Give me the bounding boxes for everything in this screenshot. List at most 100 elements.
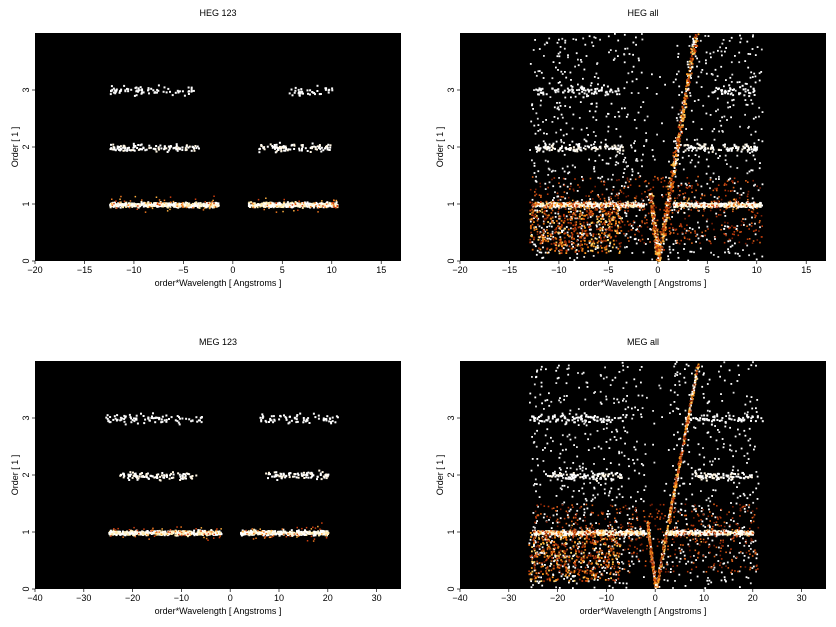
data-point bbox=[607, 234, 610, 237]
data-point bbox=[686, 95, 688, 97]
data-point bbox=[309, 147, 312, 149]
data-point bbox=[663, 215, 666, 218]
data-point bbox=[540, 92, 543, 94]
data-point bbox=[686, 147, 689, 150]
data-point bbox=[591, 242, 594, 245]
data-point bbox=[694, 55, 697, 58]
heatmap-points bbox=[109, 84, 339, 213]
data-point bbox=[746, 225, 748, 227]
data-point bbox=[628, 204, 631, 207]
data-point bbox=[677, 141, 680, 144]
data-point bbox=[697, 75, 700, 78]
data-point bbox=[312, 204, 314, 207]
data-point bbox=[130, 204, 133, 206]
data-point bbox=[538, 88, 541, 91]
data-point bbox=[537, 124, 540, 126]
data-point bbox=[692, 120, 695, 123]
data-point bbox=[142, 205, 145, 208]
data-point bbox=[736, 154, 739, 157]
data-point bbox=[538, 251, 541, 254]
data-point bbox=[665, 220, 668, 223]
data-point bbox=[550, 207, 553, 210]
data-point bbox=[293, 91, 296, 94]
data-point bbox=[561, 224, 563, 226]
data-point bbox=[572, 228, 574, 230]
data-point bbox=[578, 214, 581, 216]
data-point bbox=[659, 258, 662, 260]
data-point bbox=[696, 37, 698, 40]
data-point bbox=[678, 163, 681, 165]
data-point bbox=[720, 202, 723, 205]
data-point bbox=[560, 204, 563, 206]
data-point bbox=[599, 177, 602, 180]
data-point bbox=[674, 158, 677, 161]
data-point bbox=[578, 186, 581, 189]
data-point bbox=[534, 146, 537, 149]
data-point bbox=[607, 162, 610, 165]
data-point bbox=[626, 200, 629, 203]
data-point bbox=[603, 232, 606, 234]
data-point bbox=[737, 252, 739, 255]
data-point bbox=[685, 93, 688, 96]
data-point bbox=[165, 91, 168, 94]
data-point bbox=[300, 88, 303, 91]
data-point bbox=[540, 89, 542, 92]
data-point bbox=[608, 51, 610, 54]
data-point bbox=[658, 242, 660, 245]
data-point bbox=[740, 204, 743, 207]
data-point bbox=[584, 230, 587, 232]
data-point bbox=[711, 130, 714, 133]
data-point bbox=[595, 72, 598, 75]
data-point bbox=[130, 88, 133, 91]
data-point bbox=[210, 203, 213, 206]
data-point bbox=[263, 208, 265, 211]
data-point bbox=[135, 94, 138, 97]
data-point bbox=[292, 205, 295, 208]
data-point bbox=[701, 69, 704, 71]
data-point bbox=[688, 197, 690, 200]
data-point bbox=[587, 134, 589, 136]
data-point bbox=[679, 134, 682, 137]
data-point bbox=[545, 213, 547, 216]
data-point bbox=[591, 102, 593, 105]
data-point bbox=[742, 145, 745, 148]
data-point bbox=[168, 147, 171, 150]
data-point bbox=[531, 103, 534, 106]
data-point bbox=[576, 240, 578, 242]
data-point bbox=[557, 69, 559, 71]
data-point bbox=[627, 230, 630, 232]
data-point bbox=[735, 198, 737, 201]
data-point bbox=[716, 75, 719, 78]
data-point bbox=[562, 91, 565, 94]
data-point bbox=[608, 205, 611, 207]
data-point bbox=[678, 210, 680, 212]
data-point bbox=[675, 160, 677, 163]
data-point bbox=[659, 76, 661, 78]
data-point bbox=[685, 229, 688, 232]
data-point bbox=[273, 144, 276, 146]
data-point bbox=[589, 214, 592, 216]
data-point bbox=[652, 206, 654, 208]
data-point bbox=[683, 114, 686, 117]
data-point bbox=[756, 205, 759, 208]
data-point bbox=[693, 48, 695, 50]
data-point bbox=[630, 146, 633, 149]
data-point bbox=[656, 246, 659, 249]
data-point bbox=[664, 202, 667, 205]
data-point bbox=[616, 93, 619, 96]
data-point bbox=[701, 204, 703, 206]
data-point bbox=[619, 135, 622, 138]
data-point bbox=[613, 206, 616, 209]
data-point bbox=[596, 207, 598, 210]
data-point bbox=[682, 150, 685, 153]
data-point bbox=[571, 238, 574, 240]
data-point bbox=[673, 155, 676, 158]
data-point bbox=[551, 221, 553, 224]
data-point bbox=[749, 152, 751, 154]
data-point bbox=[607, 211, 610, 213]
data-point bbox=[635, 159, 637, 162]
data-point bbox=[311, 142, 314, 145]
data-point bbox=[664, 222, 667, 225]
data-point bbox=[333, 203, 336, 206]
data-point bbox=[560, 147, 563, 149]
